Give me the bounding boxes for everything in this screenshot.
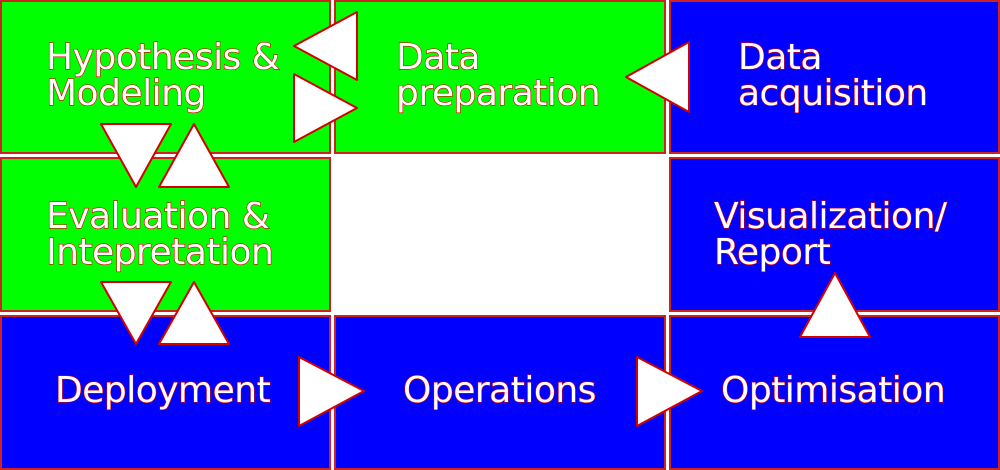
arrow-operations-to-optimisation bbox=[636, 356, 703, 427]
data-acquisition-box bbox=[669, 0, 1000, 154]
evaluation-interpretation-label: Evaluation & Intepretation bbox=[45, 196, 274, 273]
data-preparation-box bbox=[334, 0, 666, 154]
deployment-label: Deployment bbox=[54, 370, 271, 411]
operations-label: Operations bbox=[402, 370, 597, 411]
visualization-report-label: Visualization/ Report bbox=[713, 196, 947, 273]
arrow-hypothesis-to-preparation bbox=[293, 73, 358, 143]
hypothesis-modeling-label: Hypothesis & Modeling bbox=[45, 37, 280, 114]
data-acquisition-label: Data acquisition bbox=[737, 37, 928, 114]
arrow-preparation-to-hypothesis bbox=[293, 11, 358, 81]
data-preparation-label: Data preparation bbox=[395, 37, 601, 114]
arrow-deployment-to-evaluation bbox=[158, 281, 230, 345]
arrow-evaluation-to-hypothesis bbox=[158, 123, 230, 188]
arrow-hypothesis-to-evaluation bbox=[100, 123, 172, 188]
arrow-evaluation-to-deployment bbox=[100, 281, 172, 345]
arrow-optimisation-to-visualization bbox=[799, 272, 871, 338]
optimisation-label: Optimisation bbox=[720, 370, 946, 411]
arrow-deployment-to-operations bbox=[298, 356, 365, 427]
arrow-acquisition-to-preparation bbox=[625, 41, 690, 113]
